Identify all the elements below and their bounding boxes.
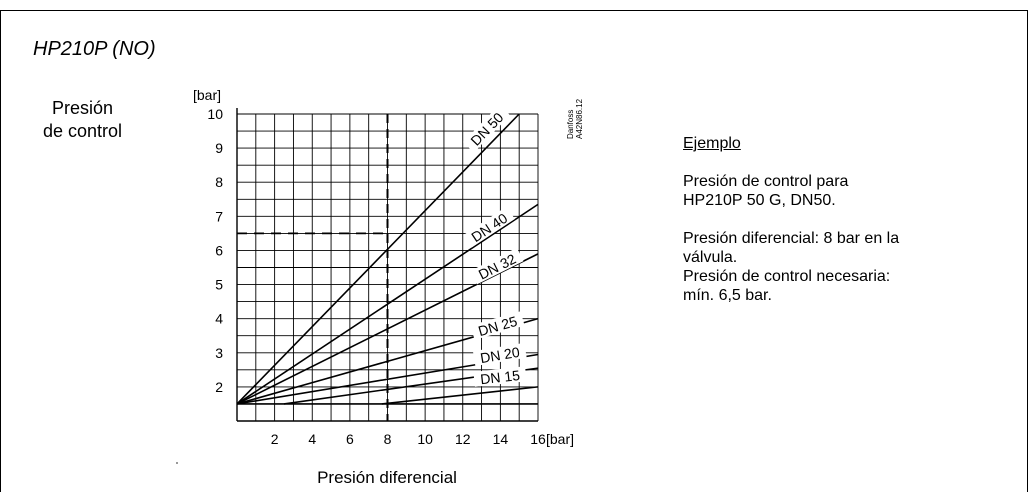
x-tick-label: 6 [346,431,354,447]
y-tick-label: 9 [215,140,223,156]
series-label-bg [472,342,527,367]
y-tick-label: 7 [215,208,223,224]
stamp-line-1: Danfoss [566,110,575,139]
y-tick-label: 3 [215,345,223,361]
chart-title: HP210P (NO) [33,38,156,60]
x-tick-label: 8 [384,431,392,447]
series-line [381,386,539,405]
series-label-bg [473,366,527,387]
example-line: mín. 6,5 bar. [683,287,772,304]
x-unit-label: [bar] [546,431,574,447]
example-heading: Ejemplo [683,135,741,152]
example-panel: Ejemplo Presión de control para HP210P 5… [683,134,1003,305]
y-tick-label: 8 [215,174,223,190]
x-tick-label: 14 [493,431,509,447]
example-line: Presión diferencial: 8 bar en la [683,230,900,247]
stray-dot [176,462,178,464]
series-line [236,113,520,405]
y-axis-label: Presión de control [20,97,145,143]
x-tick-label: 2 [271,431,279,447]
example-line: Presión de control para [683,173,849,190]
example-line: Presión de control necesaria: [683,268,891,285]
y-tick-label: 4 [215,311,223,327]
series-label-bg [470,311,525,340]
x-tick-label: 10 [417,431,433,447]
series-label: DN 25 [476,313,519,339]
figure-frame [0,10,1028,492]
y-tick-label: 10 [207,106,223,122]
series-label: DN 15 [479,367,520,387]
y-tick-label: 2 [215,379,223,395]
x-tick-label: 12 [455,431,471,447]
example-line: válvula. [683,249,738,266]
series-label: DN 32 [476,250,519,282]
y-axis-label-line-1: Presión [51,98,114,118]
stamp-line-2: A42N86.12 [575,98,584,139]
series-label-bg [470,247,524,285]
x-tick-label: 4 [308,431,316,447]
y-unit-label: [bar] [193,87,221,103]
x-tick-label: 16 [530,431,546,447]
y-tick-label: 6 [215,242,223,258]
series-label-bg [463,104,511,153]
x-axis-label: Presión diferencial [317,468,457,487]
y-axis-label-line-2: de control [42,121,123,141]
series-label-bg [463,206,515,248]
danfoss-stamp: Danfoss A42N86.12 [566,98,584,139]
series-line [236,203,539,405]
y-tick-label: 5 [215,277,223,293]
series-label: DN 20 [479,344,521,366]
example-line: HP210P 50 G, DN50. [683,192,836,209]
